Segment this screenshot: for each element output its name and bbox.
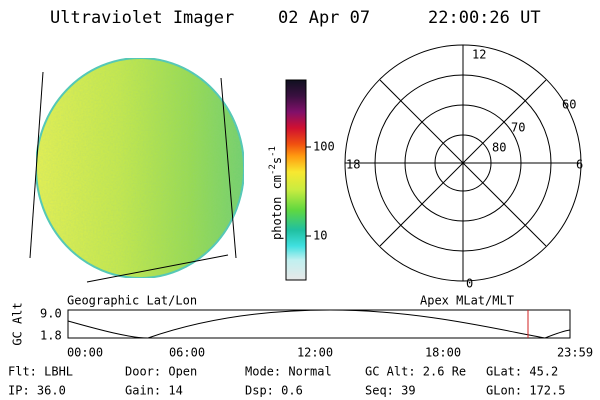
- globe-image: [35, 57, 245, 279]
- status-field: Mode: Normal: [245, 365, 332, 379]
- grid-line: [29, 71, 44, 259]
- status-field: Dsp: 0.6: [245, 384, 303, 398]
- polar-spoke: [379, 79, 547, 247]
- colorbar-tick: 100: [313, 140, 335, 154]
- panel-label: Geographic Lat/Lon: [67, 294, 197, 308]
- lat-label: 70: [511, 121, 525, 135]
- plot-frame: [67, 309, 571, 339]
- status-field: GLon: 172.5: [486, 384, 565, 398]
- altitude-panel: GC Alt 9.0 1.8 00:00 06:00 12:00 18:00 2…: [11, 302, 594, 359]
- polar-panel: 12 18 6 0 60 70 80 Apex MLat/MLT: [344, 44, 583, 308]
- altitude-curve: [67, 309, 571, 339]
- instrument-title: Ultraviolet Imager: [50, 8, 234, 28]
- status-field: IP: 36.0: [8, 384, 66, 398]
- status-block: Flt: LBHL Door: Open Mode: Normal GC Alt: 2…: [8, 365, 565, 398]
- colorbar: 100 10 photon cm-2s-1: [268, 79, 335, 281]
- label-part: -1: [268, 146, 278, 157]
- x-tick-label: 00:00: [67, 346, 103, 360]
- status-field: Gain: 14: [125, 384, 183, 398]
- lat-label: 80: [492, 141, 506, 155]
- mlt-label: 6: [576, 158, 583, 172]
- y-tick-label: 1.8: [40, 329, 62, 343]
- y-tick-label: 9.0: [40, 307, 62, 321]
- mlt-label: 18: [346, 158, 360, 172]
- grid-line: [220, 77, 237, 259]
- colorbar-label: photon cm-2s-1: [268, 146, 284, 240]
- mlt-label: 0: [466, 277, 473, 291]
- y-axis-label: GC Alt: [11, 302, 25, 345]
- x-tick-label: 12:00: [297, 346, 333, 360]
- lat-label: 60: [562, 98, 576, 112]
- status-field: GC Alt: 2.6 Re: [365, 365, 466, 379]
- status-field: Seq: 39: [365, 384, 416, 398]
- x-tick-label: 18:00: [425, 346, 461, 360]
- label-part: photon cm: [270, 175, 284, 240]
- colorbar-tick: 10: [313, 229, 327, 243]
- label-part: s: [270, 157, 284, 164]
- panel-label: Apex MLat/MLT: [420, 294, 514, 308]
- time: 22:00:26 UT: [428, 8, 541, 28]
- label-part: -2: [268, 164, 278, 175]
- status-field: Door: Open: [125, 365, 197, 379]
- date: 02 Apr 07: [278, 8, 370, 28]
- x-tick-label: 23:59: [557, 346, 593, 360]
- colorbar-scale: [285, 79, 307, 281]
- status-field: GLat: 45.2: [486, 365, 558, 379]
- grid-line: [86, 254, 229, 283]
- image-panel: Geographic Lat/Lon: [29, 57, 245, 308]
- x-tick-label: 06:00: [169, 346, 205, 360]
- mlt-label: 12: [472, 48, 486, 62]
- status-field: Flt: LBHL: [8, 365, 73, 379]
